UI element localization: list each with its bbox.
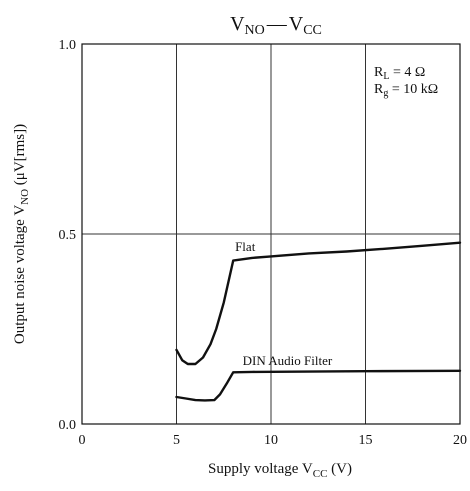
- x-tick-label-3: 15: [359, 433, 373, 448]
- y-axis-label: Output noise voltage VNO (μV[rms]): [12, 124, 31, 344]
- y-axis-ticks: 0.0 0.5 1.0: [59, 38, 77, 433]
- y-tick-label-0: 0.0: [59, 418, 77, 433]
- chart-title: VNO — VCC: [230, 13, 322, 38]
- series-label-1: DIN Audio Filter: [243, 353, 333, 368]
- x-axis-ticks: 0 5 10 15 20: [79, 433, 468, 448]
- x-tick-label-0: 0: [79, 433, 86, 448]
- x-tick-label-1: 5: [173, 433, 180, 448]
- grid-lines: [82, 44, 460, 424]
- x-tick-label-4: 20: [453, 433, 467, 448]
- series-line-0: [175, 241, 462, 366]
- annotation-rl: RL = 4 Ω: [374, 65, 425, 82]
- x-axis-label: Supply voltage VCC (V): [208, 461, 352, 480]
- series-labels: Flat DIN Audio Filter: [235, 239, 333, 368]
- series-lines: [175, 241, 462, 402]
- y-tick-label-2: 1.0: [59, 38, 77, 53]
- plot-frame: [81, 43, 461, 425]
- y-tick-label-1: 0.5: [59, 228, 77, 243]
- series-line-1: [175, 369, 462, 402]
- x-tick-label-2: 10: [264, 433, 278, 448]
- annotation-rg: Rg = 10 kΩ: [374, 82, 438, 99]
- series-label-0: Flat: [235, 239, 256, 254]
